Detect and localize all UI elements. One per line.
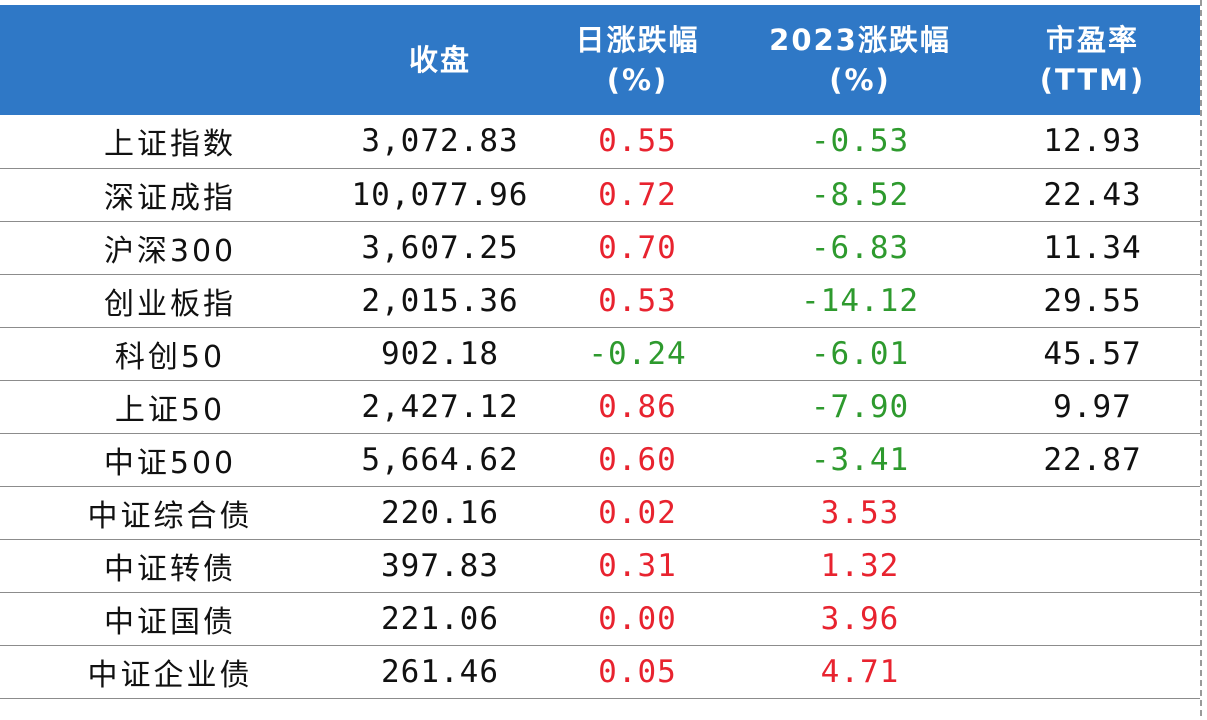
pe-cell: 22.87 [985,433,1200,487]
daily-change-cell: 0.53 [540,274,735,328]
header-ytd-change-line1: 2023涨跌幅 [769,23,951,57]
table-row: 中证500 5,664.62 0.60 -3.41 22.87 [0,433,1200,487]
index-name-cell: 中证国债 [0,592,340,646]
close-cell: 3,607.25 [340,221,540,275]
daily-change-cell: 0.72 [540,168,735,222]
pe-cell: 22.43 [985,168,1200,222]
daily-change-cell: 0.05 [540,645,735,699]
table-body: 上证指数 3,072.83 0.55 -0.53 12.93 深证成指 10,077.96 0… [0,115,1200,699]
index-name-cell: 中证综合债 [0,486,340,540]
index-performance-table: 收盘 日涨跌幅 (%) 2023涨跌幅 (%) 市盈率 (TTM) 上证指数 3,… [0,5,1200,699]
table-row: 中证企业债 261.46 0.05 4.71 [0,645,1200,699]
table-row: 上证指数 3,072.83 0.55 -0.53 12.93 [0,115,1200,169]
daily-change-cell: 0.86 [540,380,735,434]
header-ytd-change: 2023涨跌幅 (%) [735,5,985,115]
ytd-change-cell: -8.52 [735,168,985,222]
daily-change-cell: -0.24 [540,327,735,381]
index-name-cell: 科创50 [0,327,340,381]
ytd-change-cell: -14.12 [735,274,985,328]
index-name-cell: 中证企业债 [0,645,340,699]
ytd-change-cell: -6.01 [735,327,985,381]
header-pe: 市盈率 (TTM) [985,5,1200,115]
ytd-change-cell: -0.53 [735,115,985,169]
header-daily-change-line1: 日涨跌幅 [575,23,700,57]
index-name-cell: 上证指数 [0,115,340,169]
index-name-cell: 沪深300 [0,221,340,275]
pe-cell: 29.55 [985,274,1200,328]
index-name-cell: 创业板指 [0,274,340,328]
pe-cell: 45.57 [985,327,1200,381]
pe-cell: 12.93 [985,115,1200,169]
header-index-name [0,5,340,115]
close-cell: 261.46 [340,645,540,699]
table-header-row: 收盘 日涨跌幅 (%) 2023涨跌幅 (%) 市盈率 (TTM) [0,5,1200,115]
close-cell: 221.06 [340,592,540,646]
ytd-change-cell: -6.83 [735,221,985,275]
daily-change-cell: 0.55 [540,115,735,169]
pe-cell [985,539,1200,593]
daily-change-cell: 0.02 [540,486,735,540]
header-close-label: 收盘 [408,43,471,77]
header-ytd-change-line2: (%) [829,63,891,97]
close-cell: 3,072.83 [340,115,540,169]
daily-change-cell: 0.60 [540,433,735,487]
ytd-change-cell: 4.71 [735,645,985,699]
table-row: 深证成指 10,077.96 0.72 -8.52 22.43 [0,168,1200,222]
ytd-change-cell: -7.90 [735,380,985,434]
table-row: 中证国债 221.06 0.00 3.96 [0,592,1200,646]
table-row: 创业板指 2,015.36 0.53 -14.12 29.55 [0,274,1200,328]
index-name-cell: 中证转债 [0,539,340,593]
ytd-change-cell: -3.41 [735,433,985,487]
table-row: 沪深300 3,607.25 0.70 -6.83 11.34 [0,221,1200,275]
index-name-cell: 中证500 [0,433,340,487]
close-cell: 5,664.62 [340,433,540,487]
close-cell: 902.18 [340,327,540,381]
close-cell: 220.16 [340,486,540,540]
pe-cell [985,592,1200,646]
table-row: 中证转债 397.83 0.31 1.32 [0,539,1200,593]
close-cell: 2,427.12 [340,380,540,434]
pe-cell [985,645,1200,699]
close-cell: 10,077.96 [340,168,540,222]
index-name-cell: 深证成指 [0,168,340,222]
header-pe-line2: (TTM) [1039,63,1146,97]
table-row: 科创50 902.18 -0.24 -6.01 45.57 [0,327,1200,381]
table-row: 中证综合债 220.16 0.02 3.53 [0,486,1200,540]
close-cell: 397.83 [340,539,540,593]
index-name-cell: 上证50 [0,380,340,434]
table-row: 上证50 2,427.12 0.86 -7.90 9.97 [0,380,1200,434]
header-close: 收盘 [340,5,540,115]
daily-change-cell: 0.70 [540,221,735,275]
header-pe-line1: 市盈率 [1045,23,1139,57]
pe-cell: 9.97 [985,380,1200,434]
daily-change-cell: 0.00 [540,592,735,646]
header-daily-change-line2: (%) [606,63,669,97]
ytd-change-cell: 1.32 [735,539,985,593]
ytd-change-cell: 3.96 [735,592,985,646]
pe-cell: 11.34 [985,221,1200,275]
ytd-change-cell: 3.53 [735,486,985,540]
pe-cell [985,486,1200,540]
daily-change-cell: 0.31 [540,539,735,593]
close-cell: 2,015.36 [340,274,540,328]
header-daily-change: 日涨跌幅 (%) [540,5,735,115]
